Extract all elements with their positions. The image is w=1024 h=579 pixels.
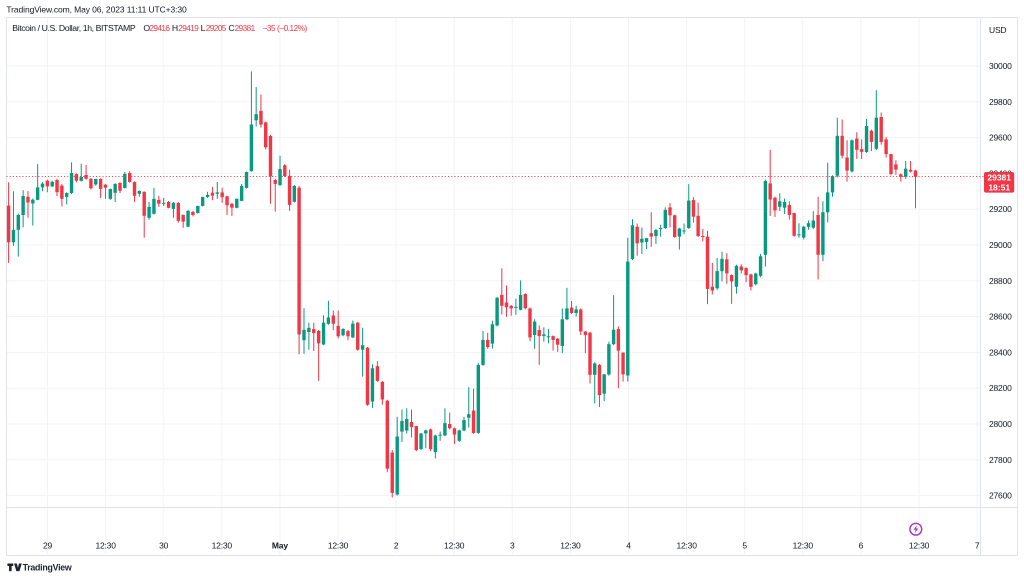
svg-text:TradingView: TradingView xyxy=(23,562,72,572)
svg-text:4: 4 xyxy=(626,541,631,551)
svg-text:29200: 29200 xyxy=(989,204,1012,214)
svg-text:USD: USD xyxy=(989,25,1006,35)
svg-text:2: 2 xyxy=(394,541,399,551)
svg-text:28800: 28800 xyxy=(989,276,1012,286)
svg-text:Bitcoin / U.S. Dollar, 1h, BIT: Bitcoin / U.S. Dollar, 1h, BITSTAMP O2941… xyxy=(12,23,307,33)
svg-text:12:30: 12:30 xyxy=(909,541,930,551)
svg-text:30: 30 xyxy=(159,541,169,551)
svg-text:6: 6 xyxy=(859,541,864,551)
svg-text:3: 3 xyxy=(510,541,515,551)
svg-text:12:30: 12:30 xyxy=(328,541,349,551)
svg-text:28400: 28400 xyxy=(989,347,1012,357)
svg-text:12:30: 12:30 xyxy=(212,541,233,551)
svg-text:28600: 28600 xyxy=(989,312,1012,322)
svg-text:29000: 29000 xyxy=(989,240,1012,250)
svg-text:27800: 27800 xyxy=(989,455,1012,465)
svg-text:12:30: 12:30 xyxy=(444,541,465,551)
svg-text:29800: 29800 xyxy=(989,97,1012,107)
svg-text:12:30: 12:30 xyxy=(676,541,697,551)
svg-text:29381: 29381 xyxy=(987,173,1011,183)
svg-text:12:30: 12:30 xyxy=(793,541,814,551)
svg-text:29600: 29600 xyxy=(989,133,1012,143)
svg-text:5: 5 xyxy=(742,541,747,551)
svg-text:27600: 27600 xyxy=(989,491,1012,501)
svg-text:7: 7 xyxy=(975,541,980,551)
svg-text:28000: 28000 xyxy=(989,419,1012,429)
svg-text:30000: 30000 xyxy=(989,61,1012,71)
svg-text:18:51: 18:51 xyxy=(988,182,1010,192)
svg-text:12:30: 12:30 xyxy=(560,541,581,551)
svg-text:May: May xyxy=(272,541,288,551)
svg-text:TradingView.com, May 06, 2023: TradingView.com, May 06, 2023 11:11 UTC+… xyxy=(6,5,187,15)
svg-text:28200: 28200 xyxy=(989,383,1012,393)
svg-text:12:30: 12:30 xyxy=(95,541,116,551)
svg-text:29: 29 xyxy=(43,541,53,551)
